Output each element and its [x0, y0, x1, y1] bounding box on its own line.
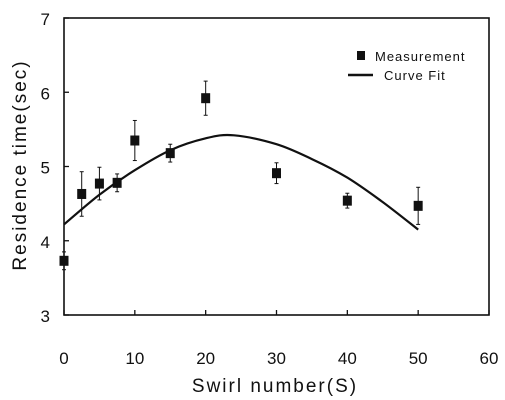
x-axis-title: Swirl number(S) [192, 376, 358, 397]
legend: Measurement Curve Fit [348, 49, 465, 83]
measurement-point [112, 177, 122, 188]
y-tick-label: 4 [41, 233, 50, 252]
x-tick-label: 20 [196, 349, 215, 368]
measurement-point [59, 255, 69, 266]
axes [63, 17, 490, 316]
y-tick-label: 6 [41, 84, 50, 103]
y-tick-label: 3 [41, 307, 50, 326]
x-tick-label: 60 [480, 349, 499, 368]
measurement-layer [59, 80, 423, 271]
x-tick-label: 0 [59, 349, 68, 368]
legend-measurement-label: Measurement [375, 49, 465, 64]
curve-fit-line [63, 133, 419, 231]
x-tick-label: 30 [267, 349, 286, 368]
measurement-point [77, 188, 87, 199]
measurement-point [94, 178, 104, 189]
y-axis-title: Residence time(sec) [10, 59, 31, 270]
x-tick-label: 40 [338, 349, 357, 368]
y-tick-label: 5 [41, 159, 50, 178]
measurement-point [130, 135, 140, 146]
x-tick-label: 50 [409, 349, 428, 368]
measurement-point [272, 168, 281, 179]
x-tick-label: 10 [125, 349, 144, 368]
measurement-point [413, 200, 423, 211]
legend-measurement-marker [357, 51, 365, 60]
tick-labels: 0 10 20 30 40 50 60 3 4 5 6 7 [41, 10, 499, 368]
measurement-point [201, 93, 211, 104]
legend-curve-fit-label: Curve Fit [384, 68, 446, 83]
measurement-point [165, 148, 175, 159]
curve-fit-layer [63, 133, 419, 231]
measurement-point [342, 195, 352, 206]
y-tick-label: 7 [41, 10, 50, 29]
